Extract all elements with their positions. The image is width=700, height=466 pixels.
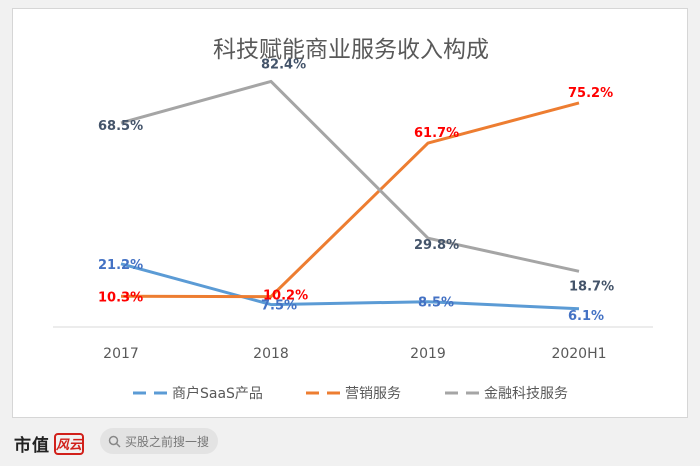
line-chart: 科技赋能商业服务收入构成 21.2% 7.5% 8.5% 6.1% 10.3% 10.2%…	[53, 37, 653, 402]
data-label-marketing-3: 75.2%	[568, 86, 613, 101]
x-tick-label-3: 2020H1	[551, 346, 606, 362]
series-line-saas	[120, 262, 580, 311]
chart-title: 科技赋能商业服务收入构成	[213, 37, 489, 63]
x-tick-layer: 2017 2018 2019 2020H1	[103, 346, 606, 362]
data-label-saas-2: 8.5%	[418, 296, 454, 311]
legend-label-2: 金融科技服务	[484, 386, 568, 402]
brand-name: 市值	[14, 436, 50, 456]
data-label-fintech-2: 29.8%	[414, 238, 459, 253]
brand[interactable]: 市值 风云	[14, 431, 84, 456]
series-line-fintech	[120, 79, 580, 273]
legend-label-0: 商户SaaS产品	[172, 385, 263, 402]
series-layer	[120, 79, 580, 311]
data-label-saas-3: 6.1%	[568, 309, 604, 324]
legend-item-1[interactable]: 营销服务	[306, 386, 401, 402]
data-label-saas-0: 21.2%	[98, 258, 143, 273]
series-line-marketing	[120, 101, 580, 299]
x-tick-label-1: 2018	[253, 346, 289, 362]
chart-card: 科技赋能商业服务收入构成 21.2% 7.5% 8.5% 6.1% 10.3% 10.2%…	[12, 8, 688, 418]
x-tick-label-2: 2019	[410, 346, 446, 362]
legend[interactable]: 商户SaaS产品 营销服务 金融科技服务	[133, 385, 568, 402]
data-label-fintech-0: 68.5%	[98, 119, 143, 134]
data-label-marketing-1: 10.2%	[263, 289, 308, 304]
legend-item-2[interactable]: 金融科技服务	[445, 386, 568, 402]
data-label-layer: 21.2% 7.5% 8.5% 6.1% 10.3% 10.2% 61.7% 75.2% 68.…	[98, 57, 614, 323]
x-tick-label-0: 2017	[103, 346, 139, 362]
data-label-fintech-1: 82.4%	[261, 57, 306, 72]
search-placeholder: 买股之前搜一搜	[125, 434, 210, 449]
search-box[interactable]: 买股之前搜一搜	[100, 428, 218, 454]
data-label-marketing-2: 61.7%	[414, 126, 459, 141]
legend-label-1: 营销服务	[345, 386, 401, 402]
data-label-fintech-3: 18.7%	[569, 279, 614, 294]
data-label-saas-1: 7.5%	[261, 299, 297, 314]
brand-logo: 风云	[54, 432, 84, 455]
legend-item-0[interactable]: 商户SaaS产品	[133, 385, 263, 402]
footer-bar: 市值 风云 买股之前搜一搜	[0, 418, 700, 466]
search-icon	[108, 435, 121, 448]
data-label-marketing-0: 10.3%	[98, 290, 143, 305]
